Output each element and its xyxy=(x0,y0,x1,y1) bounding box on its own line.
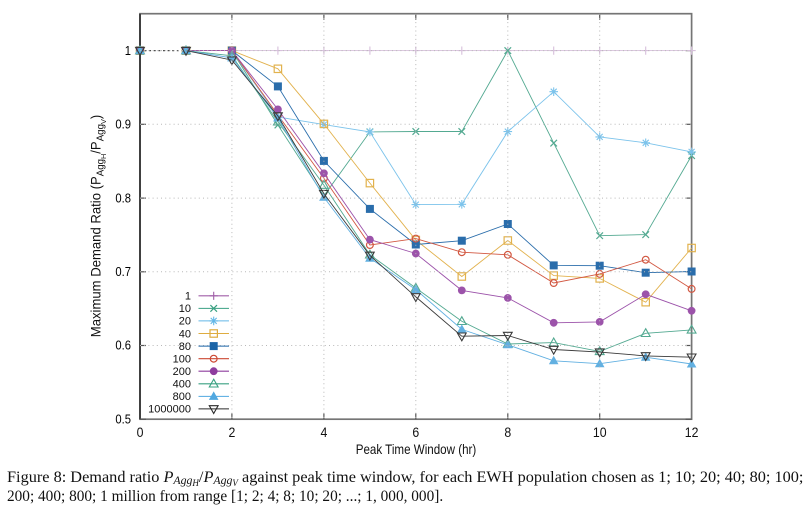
svg-text:0.8: 0.8 xyxy=(115,191,131,206)
svg-text:200: 200 xyxy=(173,366,191,378)
svg-text:10: 10 xyxy=(179,303,191,315)
svg-text:1: 1 xyxy=(125,43,132,58)
svg-text:0.5: 0.5 xyxy=(115,412,131,427)
svg-text:1: 1 xyxy=(185,291,191,303)
svg-text:1000000: 1000000 xyxy=(148,404,191,416)
svg-text:8: 8 xyxy=(504,424,511,440)
svg-text:100: 100 xyxy=(173,354,191,366)
svg-text:400: 400 xyxy=(173,379,191,391)
svg-text:10: 10 xyxy=(593,424,607,440)
svg-text:40: 40 xyxy=(179,328,191,340)
svg-text:80: 80 xyxy=(179,341,191,353)
svg-text:0.9: 0.9 xyxy=(115,117,131,132)
svg-text:Peak Time Window (hr): Peak Time Window (hr) xyxy=(356,442,477,457)
svg-text:0: 0 xyxy=(137,424,144,440)
svg-text:6: 6 xyxy=(412,424,419,440)
svg-text:4: 4 xyxy=(320,424,327,440)
svg-text:0.6: 0.6 xyxy=(115,338,131,353)
svg-text:0.7: 0.7 xyxy=(115,264,131,279)
svg-text:2: 2 xyxy=(228,424,235,440)
svg-text:12: 12 xyxy=(685,424,699,440)
svg-text:800: 800 xyxy=(173,391,191,403)
svg-text:20: 20 xyxy=(179,316,191,328)
